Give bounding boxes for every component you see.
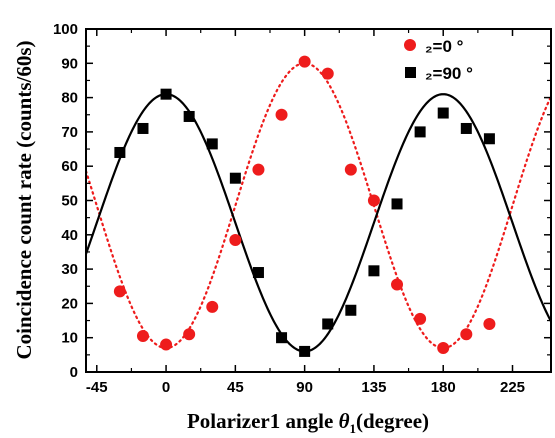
x-tick-label: 90 — [296, 379, 313, 396]
legend: ₂=0 ° ₂=90 ° — [404, 37, 473, 83]
data-point-series-1 — [252, 267, 264, 279]
data-point-series-0 — [136, 329, 149, 342]
data-point-series-0 — [229, 233, 242, 246]
data-point-series-1 — [414, 126, 426, 138]
x-tick-label: 135 — [361, 379, 386, 396]
data-point-series-0 — [275, 108, 288, 121]
fit-curves — [86, 62, 551, 353]
y-tick-label: 30 — [61, 261, 78, 278]
legend-label-series-1-suffix: ° — [461, 64, 473, 83]
data-point-series-1 — [299, 345, 311, 357]
data-point-series-1 — [229, 172, 241, 184]
data-point-series-0 — [414, 312, 427, 325]
y-tick-label: 80 — [61, 90, 78, 107]
legend-label-series-1: ₂=90 ° — [425, 64, 473, 83]
data-point-series-0 — [252, 163, 265, 176]
data-point-series-0 — [160, 338, 173, 351]
data-point-series-1 — [460, 122, 472, 134]
x-tick-label: -45 — [86, 379, 108, 396]
data-point-series-1 — [206, 138, 218, 150]
legend-label-series-0: ₂=0 ° — [425, 37, 464, 56]
data-point-series-0 — [321, 67, 334, 80]
legend-marker-black-square — [405, 67, 416, 78]
legend-marker-red-circle — [404, 39, 416, 51]
data-point-series-0 — [183, 328, 196, 341]
x-tick-label: 180 — [431, 379, 456, 396]
legend-label-series-0-suffix: ° — [452, 37, 464, 56]
data-point-series-1 — [183, 110, 195, 122]
x-axis-title: Polarizer1 angle θ1(degree) — [187, 409, 429, 436]
y-tick-label: 100 — [53, 21, 78, 38]
data-point-series-0 — [391, 278, 404, 291]
x-axis-title-main: Polarizer1 angle — [187, 409, 339, 433]
x-axis-title-theta: θ — [339, 409, 350, 433]
data-point-series-1 — [483, 133, 495, 145]
fit-curve-series-0 — [86, 62, 551, 350]
x-tick-label: 0 — [162, 379, 170, 396]
y-tick-label: 40 — [61, 227, 78, 244]
data-points — [113, 55, 496, 357]
data-point-series-1 — [345, 304, 357, 316]
data-point-series-0 — [437, 341, 450, 354]
y-tick-label: 50 — [61, 193, 78, 210]
data-point-series-1 — [437, 107, 449, 119]
y-tick-label: 90 — [61, 55, 78, 72]
plot-frame — [85, 28, 552, 373]
data-point-series-0 — [460, 328, 473, 341]
data-point-series-0 — [483, 317, 496, 330]
y-axis-title: Coincidence count rate (counts/60s) — [12, 40, 36, 359]
fit-curve-series-1 — [86, 93, 551, 353]
data-point-series-0 — [344, 163, 357, 176]
data-point-series-0 — [113, 285, 126, 298]
data-point-series-1 — [114, 146, 126, 158]
data-point-series-1 — [322, 318, 334, 330]
data-point-series-0 — [206, 300, 219, 313]
data-point-series-1 — [137, 122, 149, 134]
data-point-series-1 — [368, 265, 380, 277]
y-tick-label: 60 — [61, 158, 78, 175]
data-point-series-0 — [298, 55, 311, 68]
data-point-series-1 — [391, 198, 403, 210]
legend-label-series-1-prefix: ₂=90 — [425, 64, 461, 83]
x-axis-title-subscript: 1 — [349, 421, 356, 436]
x-axis-title-unit: (degree) — [356, 409, 429, 433]
axis-ticks: -45 0 45 90 135 180 225 0 10 20 30 40 50 60 70 80 90 100 — [53, 21, 551, 396]
y-tick-label: 70 — [61, 124, 78, 141]
y-tick-label: 10 — [61, 330, 78, 347]
legend-label-series-0-prefix: ₂=0 — [425, 37, 452, 56]
y-tick-label: 20 — [61, 295, 78, 312]
data-point-series-1 — [160, 88, 172, 100]
y-tick-label: 0 — [70, 364, 78, 381]
x-tick-label: 225 — [500, 379, 525, 396]
x-tick-label: 45 — [227, 379, 244, 396]
data-point-series-1 — [276, 332, 288, 344]
data-point-series-0 — [367, 194, 380, 207]
